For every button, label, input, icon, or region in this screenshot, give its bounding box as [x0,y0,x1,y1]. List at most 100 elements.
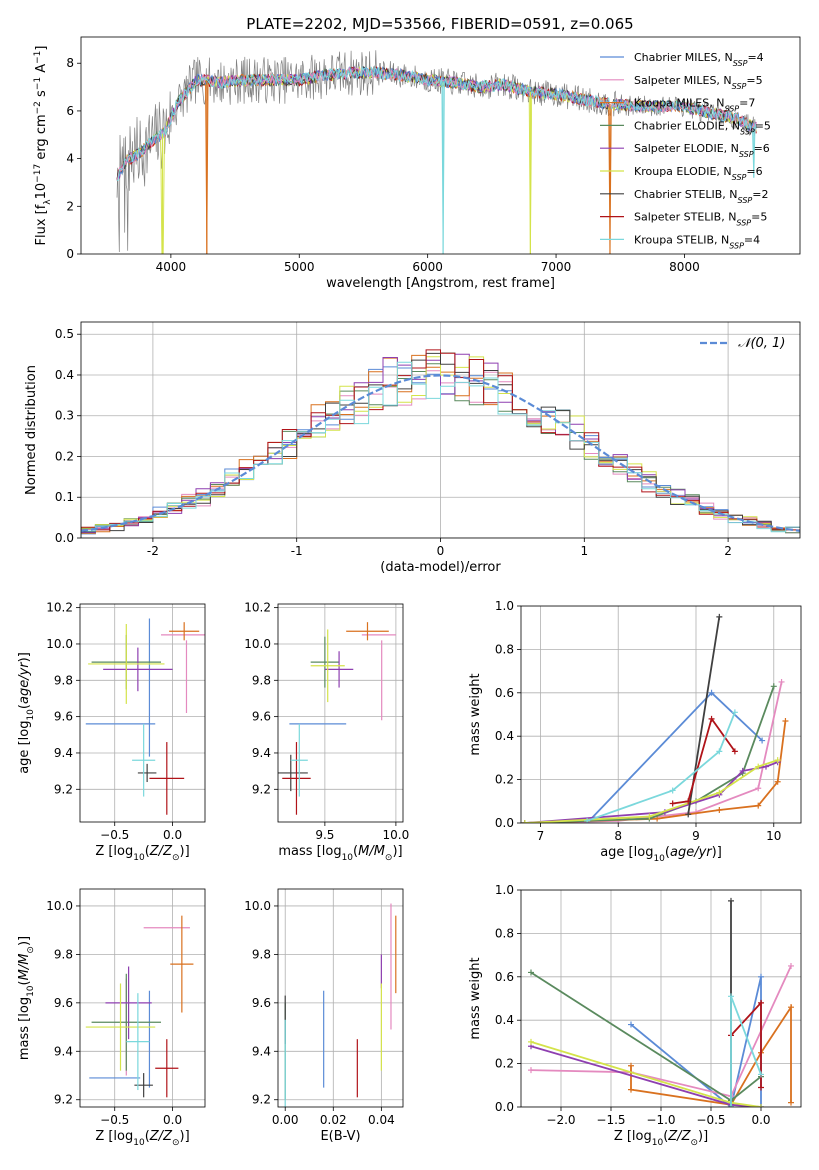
x-tick-label: 7000 [541,260,572,274]
point-marker [628,1062,634,1069]
axes-frame [277,888,404,1108]
y-tick-label: 9.8 [252,947,271,961]
age-vs-metallicity-panel: −0.5 0.0 9.2 9.4 9.6 9.8 10.0 10.2 Z [log10(Z/Z⊙… [17,601,206,863]
plot-area [81,322,800,538]
point-marker [774,778,781,785]
x-tick-label: -2 [147,544,159,558]
y-tick-label: 10.2 [244,601,271,615]
point-marker [685,798,692,805]
y-tick-label: 0.8 [495,926,514,940]
legend: Chabrier MILES, NSSP=4 Salpeter MILES, NS… [600,51,771,250]
point-marker [528,1038,534,1045]
x-tick-label: −2.0 [546,1113,575,1127]
point-marker [728,897,734,904]
point-marker [778,678,785,685]
point-marker [628,1086,634,1093]
y-tick-label: 0.0 [495,1100,514,1114]
x-tick-label: 0.02 [320,1113,347,1127]
x-axis-label: age [log10(age/yr)] [600,845,722,864]
y-tick-label: 4 [66,152,74,166]
mass-weight-line-series-2 [630,1004,792,1106]
y-tick-label: 9.4 [252,1044,271,1058]
point-marker [716,789,723,796]
y-tick-label: 9.2 [54,1093,73,1107]
y-tick-label: 0.2 [495,773,514,787]
x-tick-label: 0.0 [163,1113,182,1127]
point-marker [739,767,746,774]
point-marker [728,1104,734,1107]
x-tick-label: 10.0 [383,828,410,842]
y-tick-label: 1.0 [495,883,514,897]
point-marker [728,993,734,1000]
y-axis-label: mass weight [468,673,483,755]
axes-frame [79,603,206,823]
plot-area [116,50,757,254]
y-tick-label: 9.2 [54,782,73,796]
point-marker [758,1084,764,1091]
y-tick-label: 0 [66,247,74,261]
y-tick-label: 10.0 [244,637,271,651]
point-marker [758,973,764,980]
y-tick-label: 10.2 [46,601,73,615]
point-marker [788,962,794,969]
x-tick-label: 0 [437,544,445,558]
mass-weight-line-series-1 [524,681,783,823]
x-tick-label: 9.5 [315,828,334,842]
massweight-vs-age-panel: 7 8 9 10 0.0 0.2 0.4 0.6 0.8 1.0 age [log10(age/yr… [468,599,802,864]
x-tick-label: −0.5 [100,828,129,842]
x-axis-label: Z [log10(Z/Z⊙)] [95,1129,189,1148]
x-tick-label: 2 [724,544,732,558]
y-axis-label: Flux [fλ10−17 erg cm−2 s−1 A−1] [33,46,53,246]
y-axis-label: mass [log10(M/M⊙)] [17,936,36,1060]
point-marker [755,763,762,770]
y-tick-label: 1.0 [495,599,514,613]
y-tick-label: 9.4 [54,1044,73,1058]
model-spectrum-series-5 [116,66,757,254]
y-axis-label: Normed distribution [24,365,39,495]
y-tick-label: 0.0 [55,531,74,545]
y-tick-label: 0.4 [55,368,74,382]
y-tick-label: 0.2 [55,449,74,463]
y-tick-label: 9.6 [54,996,73,1010]
x-axis-label: wavelength [Angstrom, rest frame] [326,276,555,291]
x-tick-label: -1 [291,544,303,558]
y-tick-label: 9.4 [54,746,73,760]
y-tick-label: 0.5 [55,327,74,341]
x-axis-label: mass [log10(M/M⊙)] [278,844,402,863]
y-tick-label: 10.0 [244,899,271,913]
x-tick-label: −1.5 [596,1113,625,1127]
point-marker [758,999,764,1006]
y-tick-label: 9.2 [252,782,271,796]
y-tick-label: 2 [66,199,74,213]
point-marker [716,806,723,813]
point-marker [521,820,528,823]
legend-label: Salpeter STELIB, NSSP=5 [634,211,767,228]
x-tick-label: 0.00 [272,1113,299,1127]
ticks: −0.5 0.0 9.2 9.4 9.6 9.8 10.0 10.2 [46,601,182,842]
point-marker [788,1099,794,1106]
residual-histogram-panel: -2 -1 0 1 2 0.0 0.1 0.2 0.3 0.4 0.5 𝒩(0, 1) (data-mo… [24,321,801,575]
massweight-vs-metallicity-panel: −2.0 −1.5 −1.0 −0.5 0.0 0.0 0.2 0.4 0.6 0.8 1.0 Z [… [468,883,802,1148]
y-tick-label: 0.4 [495,729,514,743]
point-marker [669,787,676,794]
mass-vs-ebv-panel: 0.00 0.02 0.04 9.2 9.4 9.6 9.8 10.0 E(B-V) [244,888,404,1144]
axes-frame [520,889,802,1108]
x-tick-label: 8 [614,829,622,843]
y-tick-label: 9.4 [252,746,271,760]
point-marker [716,613,723,620]
point-marker [685,811,692,818]
x-tick-label: −0.5 [696,1113,725,1127]
x-tick-label: −0.5 [100,1113,129,1127]
ticks: −0.5 0.0 9.2 9.4 9.6 9.8 10.0 [46,899,182,1127]
axes-frame [80,321,801,539]
point-marker [782,718,789,725]
point-marker [758,1104,764,1107]
y-axis-label: age [log10(age/yr)] [17,652,36,774]
y-tick-label: 0.6 [495,970,514,984]
model-spectrum-series-1 [116,66,757,181]
plot-area [80,889,205,1107]
point-marker [758,1071,764,1078]
mass-weight-line-series-0 [524,691,763,823]
x-tick-label: 10 [766,829,781,843]
